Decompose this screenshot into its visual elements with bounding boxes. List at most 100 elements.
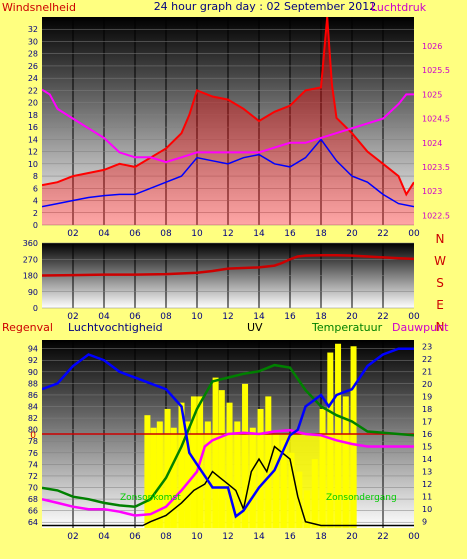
wind-speed-tick-label: 14: [28, 135, 38, 144]
rain-zero-label: 0: [30, 431, 36, 441]
wind-speed-area: [42, 17, 414, 225]
humidity-tick-label: 88: [28, 379, 38, 388]
x-tick-label: 14: [253, 532, 265, 542]
humidity-tick-label: 72: [28, 472, 38, 481]
temperature-tick-label: 15: [422, 443, 432, 452]
x-tick-label: 16: [284, 532, 296, 542]
x-tick-label: 18: [315, 312, 327, 322]
x-tick-label: 04: [98, 532, 110, 542]
temperature-tick-label: 14: [422, 455, 432, 464]
temperature-tick-label: 17: [422, 417, 432, 426]
x-tick-label: 02: [67, 229, 78, 239]
humidity-tick-label: 94: [28, 345, 38, 354]
legend-regenval: Regenval: [2, 321, 53, 334]
x-tick-label: 10: [191, 312, 203, 322]
humidity-tick-label: 82: [28, 414, 38, 423]
temperature-line: [42, 363, 414, 508]
humidity-tick-label: 92: [28, 356, 38, 365]
temperature-tick-label: 16: [422, 430, 432, 439]
pressure-tick-label: 1023.5: [422, 163, 450, 172]
direction-tick-label: 90: [28, 288, 38, 297]
x-tick-label: 12: [222, 312, 233, 322]
wind-speed-tick-label: 30: [28, 37, 38, 46]
wind-speed-line: [42, 17, 414, 197]
compass-label: E: [436, 298, 444, 312]
wind-speed-tick-label: 2: [33, 209, 38, 218]
wind-speed-tick-label: 26: [28, 62, 38, 71]
wind-speed-tick-label: 24: [28, 74, 38, 83]
temperature-tick-label: 19: [422, 392, 432, 401]
temperature-tick-label: 10: [422, 505, 432, 514]
x-tick-label: 18: [315, 229, 327, 239]
pressure-tick-label: 1023: [422, 187, 442, 196]
x-tick-label: 18: [315, 532, 327, 542]
temperature-tick-label: 9: [422, 518, 427, 527]
compass-label: N: [436, 232, 445, 246]
climate-panel-time-axis: 02 04 06 08 10 12 14 16 18 20 22 00: [67, 532, 420, 542]
humidity-tick-label: 90: [28, 368, 38, 377]
x-tick-label: 02: [67, 312, 78, 322]
legend-luchtvochtigheid: Luchtvochtigheid: [68, 321, 163, 334]
temperature-tick-label: 22: [422, 355, 432, 364]
x-tick-label: 08: [160, 312, 172, 322]
temperature-tick-label: 13: [422, 468, 432, 477]
header-right-label: Luchtdruk: [371, 1, 427, 14]
temperature-tick-label: 23: [422, 342, 432, 351]
humidity-tick-label: 68: [28, 495, 38, 504]
legend-dauwpunt: Dauwpunt: [392, 321, 449, 334]
pressure-tick-label: 1025: [422, 90, 442, 99]
wind-speed-tick-label: 6: [33, 184, 38, 193]
wind-panel-series: [42, 17, 414, 225]
wind-speed-tick-label: 22: [28, 86, 38, 95]
wind-average-line: [42, 138, 414, 208]
x-tick-label: 12: [222, 532, 233, 542]
wind-speed-tick-label: 32: [28, 25, 38, 34]
humidity-tick-label: 84: [28, 403, 38, 412]
legend-temperatuur: Temperatuur: [311, 321, 383, 334]
x-tick-label: 00: [408, 229, 420, 239]
temperature-tick-label: 11: [422, 493, 432, 502]
direction-tick-label: 0: [33, 304, 38, 313]
temperature-tick-label: 18: [422, 405, 432, 414]
compass-label: W: [434, 254, 446, 268]
humidity-line: [42, 347, 414, 519]
x-tick-label: 14: [253, 312, 265, 322]
humidity-tick-label: 86: [28, 391, 38, 400]
temperature-tick-label: 21: [422, 367, 432, 376]
wind-speed-tick-label: 18: [28, 111, 38, 120]
humidity-tick-label: 74: [28, 460, 38, 469]
wind-speed-tick-label: 12: [28, 148, 38, 157]
wind-speed-tick-label: 20: [28, 99, 38, 108]
temperature-axis: 9 10 11 12 13 14 15 16 17 18 19 20 21 22 23: [422, 342, 432, 526]
daylight-band: [147, 434, 357, 528]
pressure-tick-label: 1024.5: [422, 115, 450, 124]
x-tick-label: 08: [160, 532, 172, 542]
wind-speed-tick-label: 28: [28, 50, 38, 59]
x-tick-label: 10: [191, 229, 203, 239]
x-tick-label: 10: [191, 532, 203, 542]
pressure-tick-label: 1025.5: [422, 66, 450, 75]
humidity-tick-label: 66: [28, 507, 38, 516]
sunrise-label: Zonsopkomst: [120, 493, 181, 503]
pressure-tick-label: 1026: [422, 42, 442, 51]
direction-panel-grid: [42, 242, 414, 309]
humidity-tick-label: 78: [28, 437, 38, 446]
wind-speed-tick-label: 4: [33, 197, 38, 206]
x-tick-label: 14: [253, 229, 265, 239]
chart-title: 24 hour graph day : 02 September 2012: [154, 0, 377, 13]
direction-tick-label: 180: [23, 272, 38, 281]
humidity-axis: 64 66 68 70 72 74 76 78 80 82 84 86 88 90 92 94: [28, 345, 38, 528]
x-tick-label: 08: [160, 229, 172, 239]
wind-speed-tick-label: 0: [33, 221, 38, 230]
x-tick-label: 04: [98, 229, 110, 239]
x-tick-label: 06: [129, 229, 141, 239]
temperature-tick-label: 12: [422, 480, 432, 489]
humidity-tick-label: 76: [28, 449, 38, 458]
x-tick-label: 06: [129, 532, 141, 542]
x-tick-label: 06: [129, 312, 141, 322]
x-tick-label: 04: [98, 312, 110, 322]
